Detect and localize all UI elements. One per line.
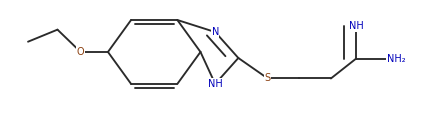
Text: NH: NH bbox=[208, 79, 222, 89]
Text: N: N bbox=[211, 27, 219, 37]
Text: O: O bbox=[77, 47, 84, 57]
Text: S: S bbox=[265, 73, 271, 83]
Text: NH₂: NH₂ bbox=[387, 54, 406, 64]
Text: NH: NH bbox=[349, 21, 363, 31]
